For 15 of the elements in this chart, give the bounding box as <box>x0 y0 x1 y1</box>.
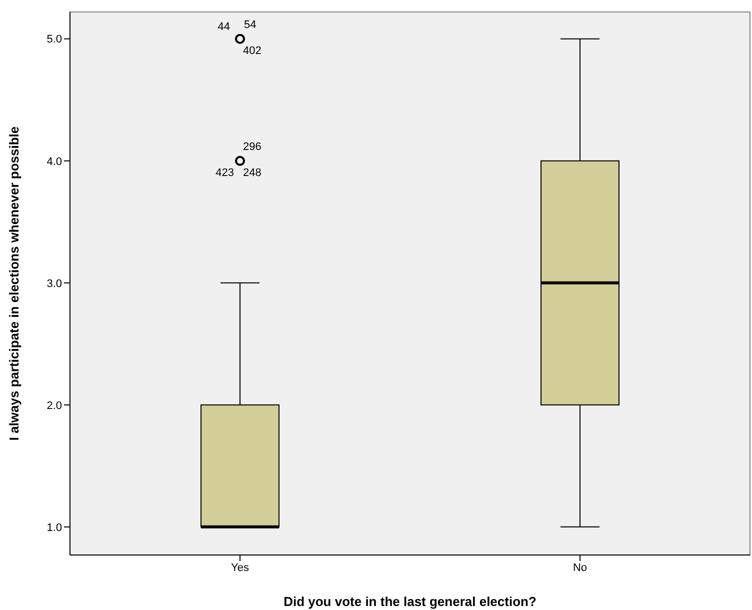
y-tick-label: 4.0 <box>46 156 62 168</box>
annotation: 248 <box>243 166 262 179</box>
x-tick-label: Yes <box>231 562 250 574</box>
y-tick-label: 5.0 <box>46 34 62 46</box>
y-tick-label: 3.0 <box>46 278 62 290</box>
annotation: 44 <box>218 20 230 33</box>
y-axis-title: I always participate in elections whenever possible <box>6 126 22 441</box>
y-tick-label: 2.0 <box>46 400 62 412</box>
y-tick-label: 1.0 <box>46 522 62 534</box>
x-tick-label: No <box>572 562 588 574</box>
annotation: 423 <box>216 166 234 179</box>
annotation: 296 <box>243 140 262 153</box>
annotation: 54 <box>244 18 256 31</box>
annotation: 402 <box>243 44 262 57</box>
x-axis-title: Did you vote in the last general election? <box>284 594 536 609</box>
